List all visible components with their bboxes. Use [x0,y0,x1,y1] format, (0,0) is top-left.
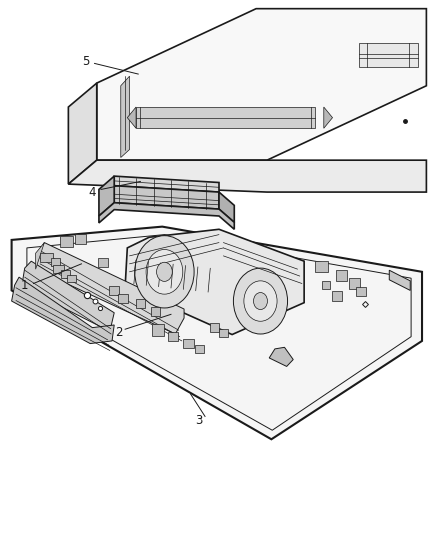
Circle shape [156,262,172,281]
Polygon shape [68,83,97,184]
FancyBboxPatch shape [219,329,228,337]
FancyBboxPatch shape [67,275,76,282]
FancyBboxPatch shape [75,234,85,244]
FancyBboxPatch shape [168,332,178,342]
Polygon shape [21,261,114,332]
FancyBboxPatch shape [118,294,128,303]
Polygon shape [136,107,315,128]
Circle shape [254,293,268,310]
FancyBboxPatch shape [51,259,60,266]
Polygon shape [127,107,136,128]
Polygon shape [359,43,418,67]
FancyBboxPatch shape [152,325,164,336]
Polygon shape [121,76,130,158]
FancyBboxPatch shape [60,270,70,278]
Polygon shape [12,227,422,439]
FancyBboxPatch shape [183,339,194,349]
Text: 5: 5 [82,55,89,68]
Polygon shape [35,243,184,334]
Polygon shape [35,243,44,269]
Polygon shape [114,176,219,192]
FancyBboxPatch shape [349,278,360,289]
FancyBboxPatch shape [53,265,64,273]
Text: 1: 1 [21,279,28,292]
Polygon shape [269,348,293,367]
Polygon shape [114,185,219,209]
Polygon shape [389,270,410,290]
FancyBboxPatch shape [151,308,160,316]
Polygon shape [219,192,234,222]
FancyBboxPatch shape [356,287,366,296]
Polygon shape [324,107,332,128]
Polygon shape [68,160,426,192]
FancyBboxPatch shape [321,281,330,289]
FancyBboxPatch shape [99,258,108,266]
FancyBboxPatch shape [110,286,119,295]
Circle shape [135,236,194,308]
Polygon shape [125,229,304,335]
Text: 4: 4 [88,185,96,199]
FancyBboxPatch shape [210,324,219,332]
FancyBboxPatch shape [194,345,204,353]
FancyBboxPatch shape [315,261,328,272]
Polygon shape [99,176,114,216]
Polygon shape [97,9,426,160]
Circle shape [146,249,183,294]
Polygon shape [12,277,114,344]
FancyBboxPatch shape [332,291,342,301]
Polygon shape [99,203,234,229]
Text: 2: 2 [115,326,122,340]
Circle shape [233,268,288,334]
Circle shape [244,281,277,321]
FancyBboxPatch shape [60,236,73,247]
FancyBboxPatch shape [136,300,145,308]
Text: 3: 3 [196,414,203,427]
FancyBboxPatch shape [336,270,347,281]
FancyBboxPatch shape [40,253,53,262]
